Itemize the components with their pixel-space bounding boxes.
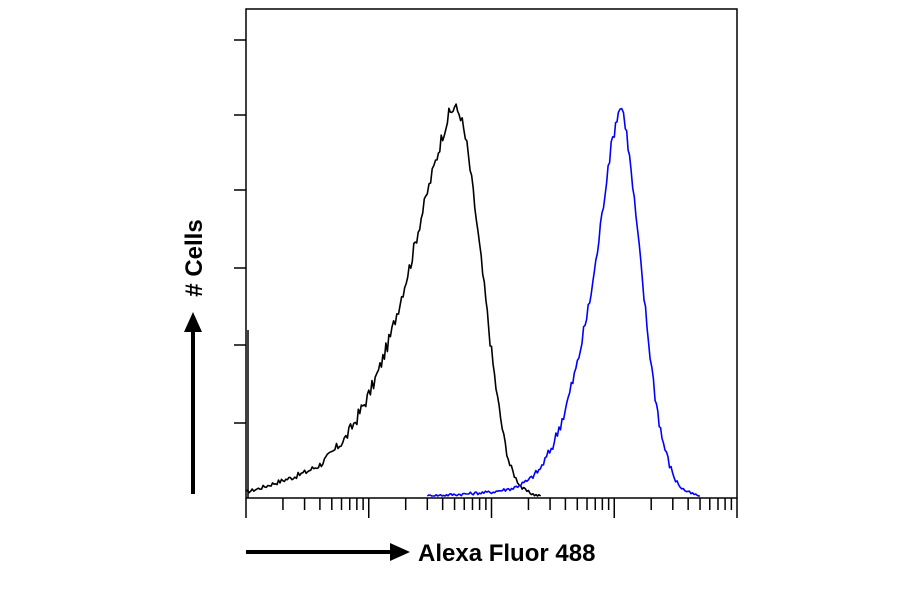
plot-frame — [245, 8, 738, 499]
y-axis-ticks — [234, 39, 246, 424]
x-axis-label: Alexa Fluor 488 — [418, 540, 595, 567]
x-axis-arrow-head — [390, 543, 410, 561]
x-axis-ticks — [245, 498, 738, 518]
x-axis-label-group: Alexa Fluor 488 — [246, 540, 595, 567]
y-axis-arrow-head — [184, 312, 202, 332]
y-axis-label: # Cells — [181, 219, 208, 296]
series-layer — [245, 103, 700, 498]
y-axis-label-group: # Cells — [181, 219, 208, 494]
series-line-2 — [426, 107, 700, 497]
series-line-1 — [245, 103, 542, 497]
